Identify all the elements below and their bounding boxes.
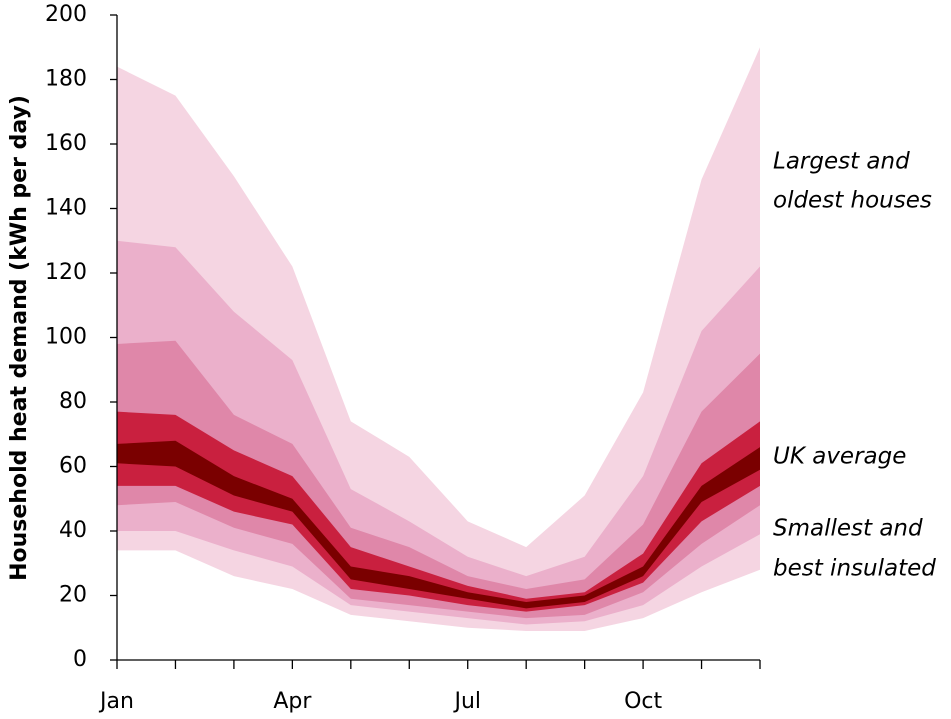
annotation: oldest houses — [773, 188, 932, 214]
x-tick-label: Oct — [624, 689, 662, 714]
annotation: Largest and — [773, 149, 910, 175]
y-tick-label: 160 — [45, 131, 87, 156]
y-tick-label: 180 — [45, 67, 87, 92]
y-tick-label: 80 — [59, 389, 87, 414]
fan-band — [117, 411, 760, 612]
y-tick-label: 140 — [45, 196, 87, 221]
y-tick-label: 120 — [45, 260, 87, 285]
y-tick-label: 20 — [59, 583, 87, 608]
annotation: UK average — [773, 444, 906, 470]
x-tick-label: Apr — [273, 689, 312, 714]
y-axis-label: Household heat demand (kWh per day) — [7, 95, 32, 581]
y-tick-label: 0 — [73, 647, 87, 672]
fan-band — [117, 440, 760, 609]
annotation: best insulated — [773, 556, 936, 582]
y-tick-label: 200 — [45, 2, 87, 27]
y-tick-label: 40 — [59, 518, 87, 543]
x-tick-label: Jul — [452, 689, 481, 714]
y-tick-label: 100 — [45, 325, 87, 350]
annotation: Smallest and — [773, 516, 923, 542]
x-tick-label: Jan — [98, 689, 134, 714]
y-tick-label: 60 — [59, 454, 87, 479]
